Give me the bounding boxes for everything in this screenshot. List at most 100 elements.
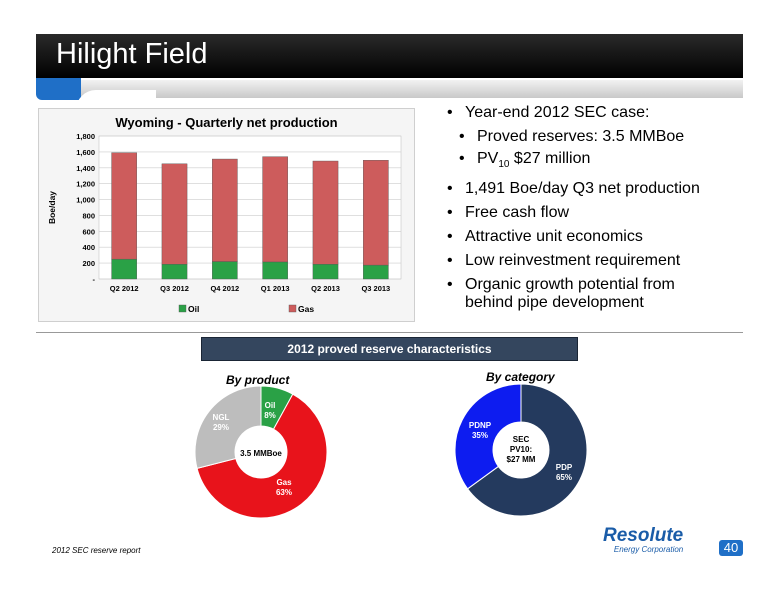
product-pie-slice-gas [196,393,328,519]
y-tick-label: 800 [82,211,95,220]
chart-title: Wyoming - Quarterly net production [115,115,338,130]
category-pie-slice-pdp [466,383,588,517]
bullet-item-5: • Organic growth potential from behind pi… [447,276,675,312]
logo-main-text: Resolute [603,525,684,546]
product-pie-label-pct: 8% [264,411,276,420]
by-category-heading: By category [486,370,555,384]
y-axis-label: Boe/day [47,191,57,224]
bar-gas [111,152,137,260]
legend-label: Gas [298,304,314,314]
y-tick-label: 600 [82,227,95,236]
slide-title: Hilight Field [56,38,208,70]
y-tick-label: 1,400 [76,164,95,173]
product-pie-label-pct: 63% [276,488,292,497]
title-accent [36,78,743,110]
product-pie-slice-ngl [194,385,262,470]
by-product-heading: By product [226,373,290,387]
bar-gas [161,163,188,265]
category-center-label: SEC [513,435,530,444]
category-pie-label-name: PDP [556,463,573,472]
bar-oil [363,264,389,280]
y-tick-label: 200 [82,259,95,268]
bar-oil [212,261,238,280]
category-pie-slice-pdnp [454,383,522,490]
bullet-dot-icon: • [459,128,465,145]
y-tick-label: 1,800 [76,132,95,141]
y-tick-label: - [93,275,96,284]
logo-sub-text: Energy Corporation [613,545,684,554]
bullet-dot-icon: • [447,276,453,293]
bar-gas [363,160,389,266]
x-tick-label: Q3 2012 [160,284,189,293]
bullet-text: Low reinvestment requirement [465,252,681,269]
bullet-dot-icon: • [447,104,453,121]
x-tick-label: Q2 2012 [110,284,139,293]
pv-label: PV [477,150,499,167]
production-chart: Wyoming - Quarterly net production - 200 4… [38,108,415,322]
bullet-text: PV10 $27 million [477,150,590,170]
bullet-item-4: • Low reinvestment requirement [447,252,680,270]
bullet-item-3: • Attractive unit economics [447,228,643,246]
accent-curve [76,90,156,110]
bullet-line-1: Organic growth potential from [465,276,675,293]
product-pie-label-name: NGL [213,413,230,422]
bullet-text: Proved reserves: 3.5 MMBoe [477,128,685,145]
category-center-label: $27 MM [507,455,536,464]
accent-blue-block [36,78,81,100]
bullet-text: Attractive unit economics [465,228,643,245]
footnote: 2012 SEC reserve report [52,546,141,555]
bullet-sub-2: • PV10 $27 million [459,150,590,170]
category-pie-label-pct: 65% [556,473,572,482]
category-pie-center [493,422,549,478]
category-pie-label-name: PDNP [469,421,492,430]
bullet-main-1: • Year-end 2012 SEC case: [447,104,649,122]
y-tick-label: 1,600 [76,148,95,157]
company-logo: Resolute Energy Corporation [603,525,683,554]
bar-oil [161,264,188,280]
bullet-dot-icon: • [447,252,453,269]
category-pie-label-pct: 35% [472,431,488,440]
bar-oil [111,258,137,280]
y-tick-label: 1,000 [76,196,95,205]
product-pie-label-name: Oil [265,401,276,410]
bullet-text: Free cash flow [465,204,570,221]
pv-value: $27 million [509,150,591,167]
page-number: 40 [719,540,743,556]
title-bar: Hilight Field [36,34,743,78]
legend-label: Oil [188,304,199,314]
bullet-text: Organic growth potential from behind pipe… [465,276,675,312]
product-center-label: 3.5 MMBoe [240,449,282,458]
bullet-item-1: • 1,491 Boe/day Q3 net production [447,180,700,198]
product-pie-label-pct: 29% [213,423,229,432]
x-tick-label: Q1 2013 [261,284,290,293]
x-tick-label: Q3 2013 [361,284,390,293]
product-pie-center [235,426,287,478]
bar-oil [312,264,339,280]
bullet-line-2: behind pipe development [465,294,644,311]
section-banner: 2012 proved reserve characteristics [201,337,578,361]
bar-gas [312,160,339,265]
bullet-item-2: • Free cash flow [447,204,569,222]
section-divider [36,332,743,333]
x-tick-label: Q2 2013 [311,284,340,293]
bar-gas [212,158,238,262]
y-tick-label: 400 [82,243,95,252]
category-center-label: PV10: [510,445,532,454]
accent-gray-band [81,80,743,98]
bullet-text: 1,491 Boe/day Q3 net production [465,180,700,197]
bar-gas [262,156,288,263]
bar-oil [262,261,288,280]
product-pie-slice-oil [260,385,294,430]
bullet-dot-icon: • [447,180,453,197]
bullet-sub-1: • Proved reserves: 3.5 MMBoe [459,128,684,146]
bullet-dot-icon: • [447,228,453,245]
y-tick-label: 1,200 [76,180,95,189]
bullet-dot-icon: • [459,150,465,167]
plot-area [98,135,402,280]
pv-subscript: 10 [498,159,510,171]
bar-chart-svg: - 200 400 600 800 1,000 1,200 1,400 1,600 1,800 Bo… [47,132,402,314]
product-pie-label-name: Gas [276,478,292,487]
x-tick-label: Q4 2012 [210,284,239,293]
legend-swatch [178,304,187,313]
legend-swatch [288,304,297,313]
